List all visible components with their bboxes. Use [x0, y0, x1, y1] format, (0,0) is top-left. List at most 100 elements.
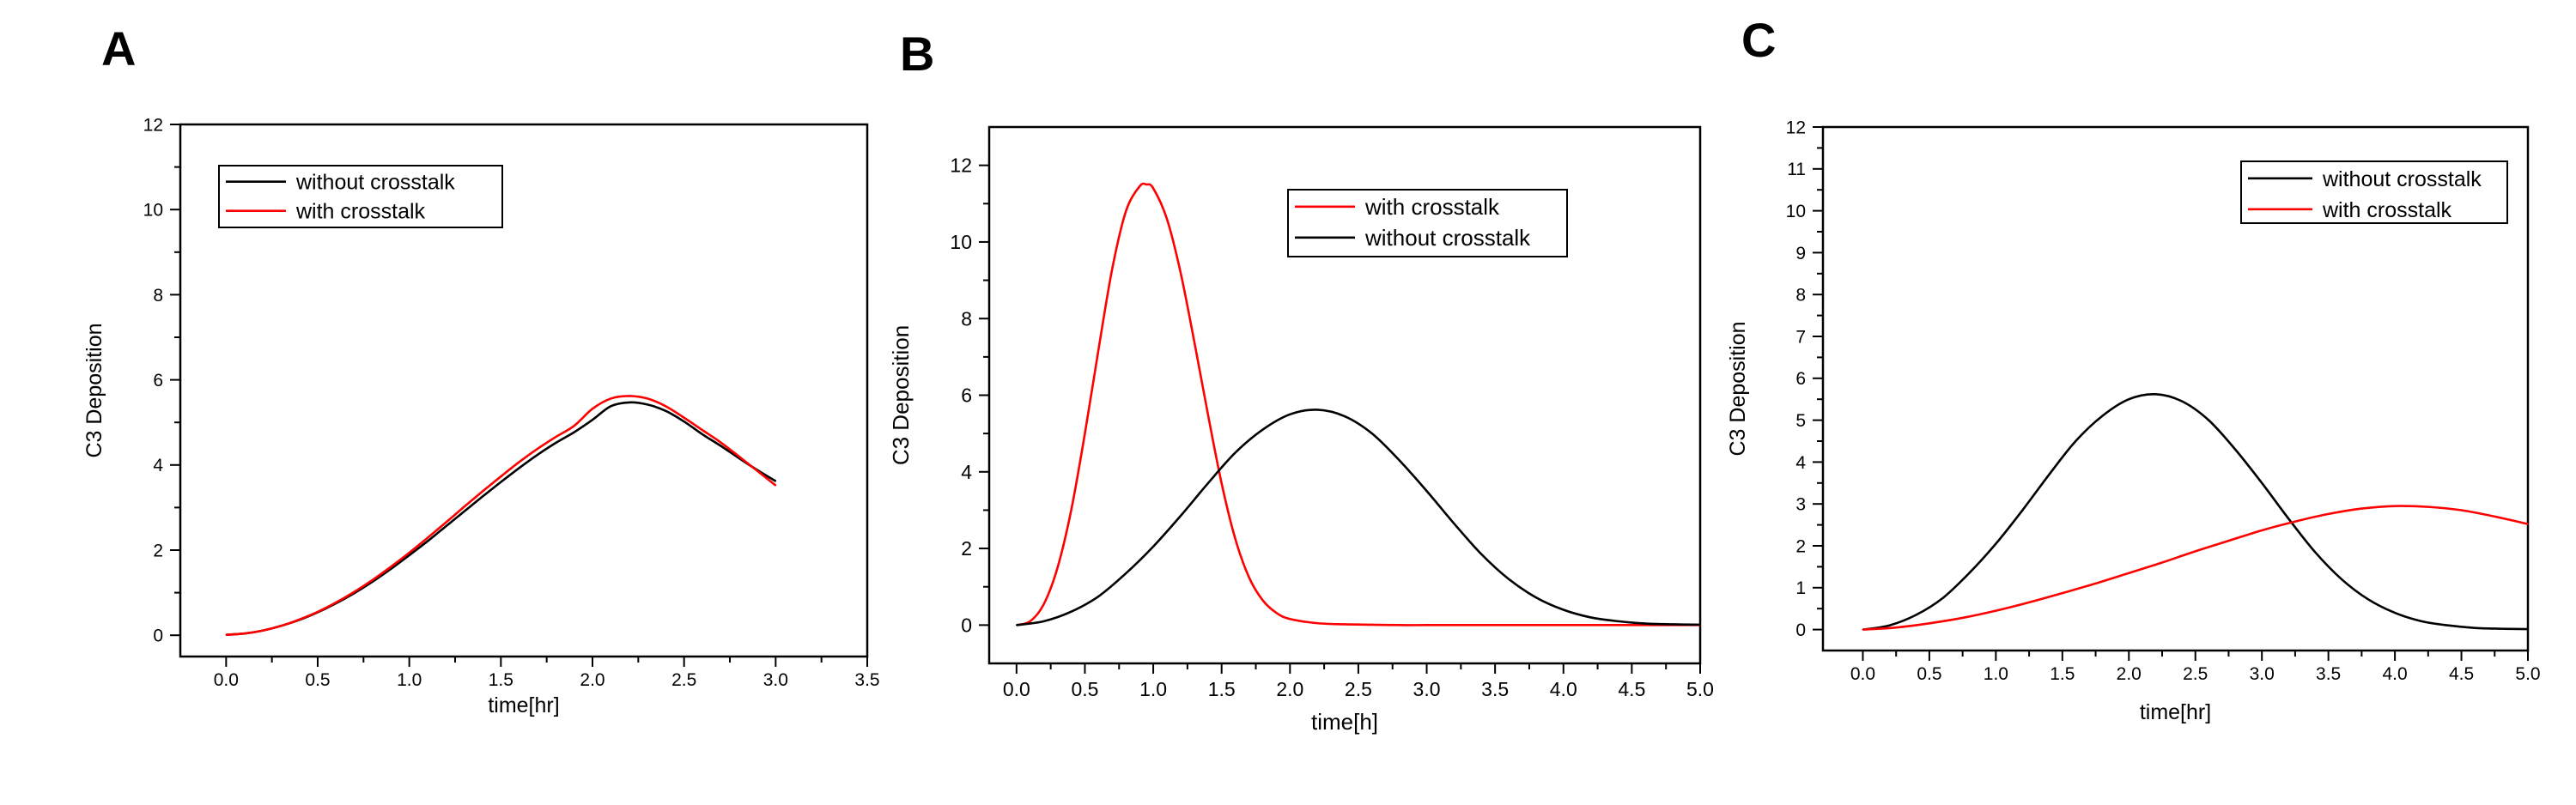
- data-point-with-crosstalk: [1056, 566, 1059, 569]
- y-tick-label: 4: [1795, 453, 1806, 473]
- data-point-with-crosstalk: [1194, 341, 1195, 342]
- x-axis-label: time[hr]: [2140, 700, 2211, 724]
- data-point-with-crosstalk: [647, 397, 648, 400]
- legend-label: with crosstalk: [2322, 198, 2452, 222]
- data-point-with-crosstalk: [720, 441, 722, 444]
- data-point-with-crosstalk: [2194, 550, 2196, 553]
- data-point-without-crosstalk: [1398, 459, 1400, 462]
- x-tick-label: 3.0: [2250, 664, 2275, 684]
- y-tick-label: 10: [950, 231, 972, 253]
- data-point-with-crosstalk: [2227, 540, 2230, 542]
- data-point-with-crosstalk: [1995, 609, 1997, 612]
- data-point-without-crosstalk: [1508, 578, 1510, 580]
- y-tick-label: 6: [1795, 369, 1806, 389]
- legend-box: [1287, 189, 1568, 257]
- data-point-with-crosstalk: [1344, 623, 1346, 626]
- series-line-without-crosstalk: [226, 401, 777, 636]
- data-point-with-crosstalk: [702, 429, 703, 431]
- data-point-without-crosstalk: [427, 540, 428, 542]
- data-point-with-crosstalk: [1145, 184, 1147, 185]
- data-point-without-crosstalk: [1995, 542, 1997, 545]
- legend-box: [2240, 160, 2508, 224]
- y-tick-label: 4: [153, 456, 163, 475]
- data-point-with-crosstalk: [1398, 624, 1400, 626]
- x-tick-label: 3.0: [763, 670, 788, 690]
- data-point-with-crosstalk: [1248, 576, 1250, 578]
- data-point-without-crosstalk: [1371, 433, 1373, 434]
- x-tick-label: 0.0: [1850, 664, 1875, 684]
- data-point-without-crosstalk: [2075, 440, 2077, 442]
- plot-frame: [1821, 125, 2530, 652]
- data-point-with-crosstalk: [335, 602, 337, 603]
- data-point-without-crosstalk: [1888, 624, 1891, 626]
- data-point-with-crosstalk: [1084, 433, 1086, 434]
- x-tick-label: 5.0: [2515, 664, 2540, 684]
- series-line-without-crosstalk: [1016, 409, 1700, 626]
- x-tick-label: 2.5: [2183, 664, 2208, 684]
- data-point-without-crosstalk: [500, 481, 502, 483]
- y-tick-label: 9: [1795, 244, 1806, 263]
- x-tick-label: 2.0: [2117, 664, 2142, 684]
- data-point-without-crosstalk: [1480, 553, 1483, 555]
- y-tick-label: 1: [1795, 578, 1806, 598]
- data-point-with-crosstalk: [1139, 185, 1140, 187]
- x-tick-label: 1.5: [1208, 678, 1236, 700]
- data-point-without-crosstalk: [482, 495, 483, 498]
- x-tick-label: 0.0: [214, 670, 239, 690]
- data-point-without-crosstalk: [647, 403, 648, 406]
- data-point-without-crosstalk: [1016, 624, 1018, 626]
- data-point-with-crosstalk: [2062, 592, 2063, 594]
- y-tick-label: 3: [1795, 495, 1806, 515]
- data-point-with-crosstalk: [775, 484, 777, 487]
- x-tick-label: 2.0: [1276, 678, 1303, 700]
- data-point-with-crosstalk: [1961, 617, 1964, 619]
- data-point-with-crosstalk: [537, 448, 538, 450]
- data-point-without-crosstalk: [2101, 415, 2104, 417]
- data-point-without-crosstalk: [2181, 400, 2184, 402]
- data-point-without-crosstalk: [720, 445, 722, 447]
- data-point-with-crosstalk: [2427, 505, 2429, 508]
- y-tick-label: 0: [1795, 620, 1806, 640]
- data-point-without-crosstalk: [1344, 415, 1346, 417]
- y-tick-label: 11: [1787, 160, 1806, 179]
- x-tick-label: 0.5: [1071, 678, 1098, 700]
- data-point-with-crosstalk: [1562, 624, 1564, 626]
- data-point-without-crosstalk: [702, 433, 703, 435]
- data-point-with-crosstalk: [518, 461, 520, 463]
- data-point-without-crosstalk: [1180, 515, 1182, 517]
- data-point-without-crosstalk: [1070, 610, 1072, 613]
- data-point-with-crosstalk: [280, 625, 283, 627]
- y-tick-label: 10: [143, 201, 163, 221]
- y-tick-label: 0: [153, 626, 163, 646]
- x-axis-label: time[hr]: [488, 693, 559, 717]
- plot-frame: [179, 123, 869, 658]
- data-point-without-crosstalk: [408, 554, 410, 556]
- data-point-with-crosstalk: [2327, 513, 2330, 515]
- x-tick-label: 5.0: [1686, 678, 1714, 700]
- data-point-with-crosstalk: [628, 395, 630, 397]
- legend-label: without crosstalk: [1364, 225, 1531, 251]
- y-axis-label: C3 Deposition: [888, 325, 914, 465]
- y-tick-label: 6: [961, 384, 972, 407]
- data-point-without-crosstalk: [2421, 620, 2422, 622]
- data-point-without-crosstalk: [683, 421, 685, 423]
- x-tick-label: 3.5: [854, 670, 879, 690]
- data-point-without-crosstalk: [573, 431, 575, 433]
- data-point-with-crosstalk: [1275, 612, 1278, 614]
- data-point-with-crosstalk: [2527, 523, 2529, 525]
- data-point-without-crosstalk: [628, 402, 630, 403]
- data-point-without-crosstalk: [1206, 482, 1209, 484]
- data-point-with-crosstalk: [1166, 218, 1168, 220]
- data-point-without-crosstalk: [1644, 622, 1647, 625]
- data-point-without-crosstalk: [1453, 523, 1455, 524]
- x-tick-label: 1.0: [1139, 678, 1167, 700]
- data-point-without-crosstalk: [1562, 608, 1564, 611]
- legend-label: with crosstalk: [1364, 194, 1500, 220]
- x-tick-label: 0.5: [305, 670, 330, 690]
- x-tick-label: 4.0: [2382, 664, 2407, 684]
- data-point-with-crosstalk: [1316, 622, 1318, 624]
- data-point-without-crosstalk: [1152, 546, 1154, 548]
- data-point-with-crosstalk: [2360, 507, 2363, 510]
- data-point-without-crosstalk: [2261, 482, 2263, 484]
- data-point-without-crosstalk: [2527, 628, 2529, 630]
